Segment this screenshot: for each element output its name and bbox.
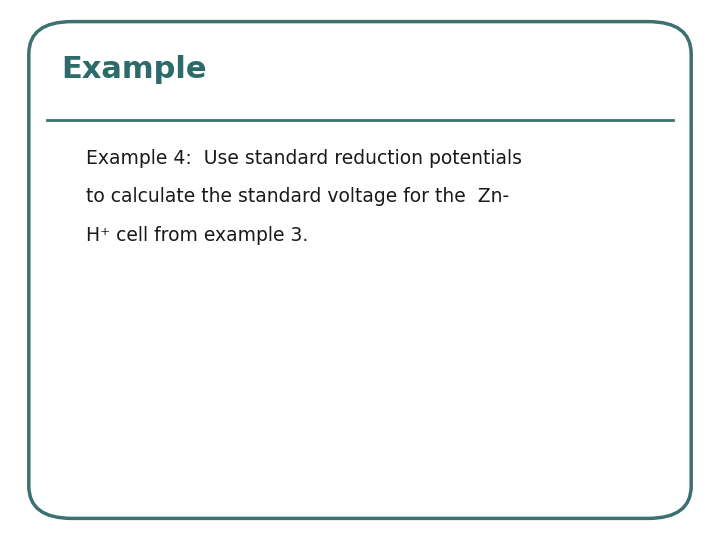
Text: Example: Example — [61, 55, 207, 84]
Text: H⁺ cell from example 3.: H⁺ cell from example 3. — [86, 226, 309, 245]
Text: to calculate the standard voltage for the  Zn-: to calculate the standard voltage for th… — [86, 187, 510, 206]
FancyBboxPatch shape — [29, 22, 691, 518]
Text: Example 4:  Use standard reduction potentials: Example 4: Use standard reduction potent… — [86, 148, 523, 167]
